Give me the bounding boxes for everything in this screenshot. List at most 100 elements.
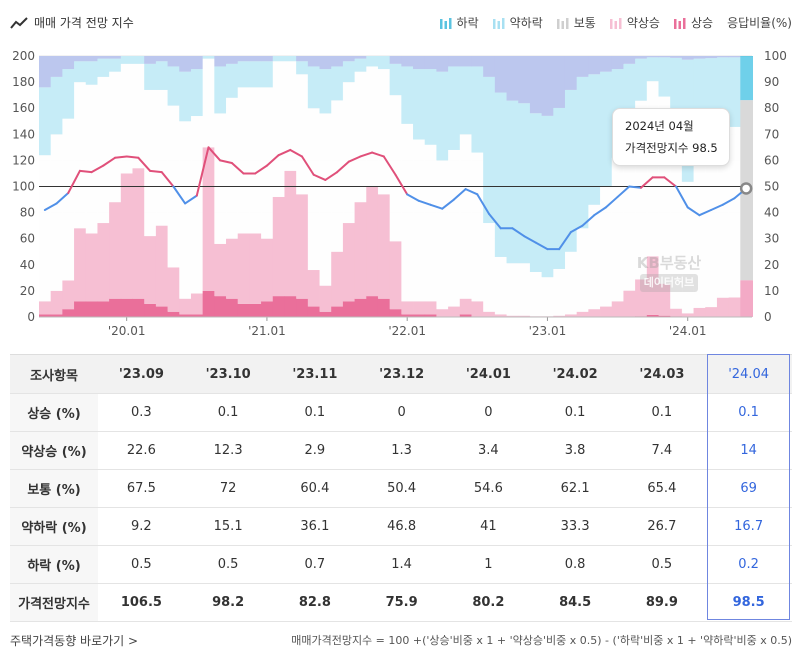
x-tick-label: '22.01 — [388, 324, 426, 338]
bar-weak_rise — [167, 267, 180, 312]
bar-fall — [541, 56, 554, 116]
housing-trend-link[interactable]: 주택가격동향 바로가기 > — [10, 634, 139, 648]
line-chart-icon — [10, 16, 28, 29]
bar-rise — [144, 303, 157, 317]
bar-weak_fall — [39, 87, 52, 156]
table-row: 하락 (%) 0.5 0.5 0.7 1.4 1 0.8 0.5 0.2 — [10, 545, 792, 584]
bar-weak_rise — [85, 233, 98, 302]
table-cell: 7.4 — [618, 431, 706, 470]
bar-rise — [389, 309, 402, 317]
table-cell: 0.5 — [98, 545, 185, 584]
table-cell: 26.7 — [618, 507, 706, 546]
bar-weak_rise — [307, 270, 320, 307]
bar-rise — [39, 314, 52, 317]
bar-weak_rise — [62, 280, 75, 310]
index-line-segment — [324, 171, 339, 181]
bar-neutral — [553, 268, 566, 316]
bar-weak_fall — [249, 61, 262, 88]
bar-fall — [646, 56, 659, 58]
table-cell: 62.1 — [531, 469, 619, 508]
bar-neutral — [494, 256, 507, 315]
bar-weak_rise — [716, 297, 730, 317]
bar-weak_fall — [389, 63, 402, 96]
x-tick-label: '24.01 — [669, 324, 707, 338]
bar-weak_fall — [202, 56, 215, 59]
y-right-tick-label: 70 — [764, 127, 779, 141]
last-point-marker[interactable] — [739, 182, 753, 195]
y-left-tick-label: 60 — [20, 232, 35, 246]
table-cell: 80.2 — [445, 583, 532, 622]
legend-item-neutral[interactable]: 보통 — [556, 14, 596, 31]
bar-rise — [155, 306, 168, 317]
bar-weak_fall — [646, 57, 659, 82]
table-cell: 1 — [445, 545, 532, 584]
legend-item-fall[interactable]: 하락 — [439, 14, 479, 31]
bar-weak_rise — [261, 238, 274, 302]
bar-weak_fall — [331, 66, 344, 101]
bar-fall — [413, 56, 426, 70]
table-row-index: 가격전망지수 106.5 98.2 82.8 75.9 80.2 84.5 89… — [10, 583, 792, 622]
index-line-segment — [254, 164, 268, 175]
index-line-segment — [78, 169, 93, 174]
index-line-segment — [113, 155, 128, 159]
legend-item-weak-fall[interactable]: 약하락 — [492, 14, 543, 31]
index-line-segment — [686, 206, 701, 217]
bar-weak_fall — [319, 69, 332, 114]
bar-rise — [272, 296, 285, 317]
table-cell: 3.4 — [445, 431, 532, 470]
bar-neutral — [74, 82, 87, 229]
bar-neutral — [471, 152, 484, 302]
legend-item-weak-rise[interactable]: 약상승 — [609, 14, 660, 31]
index-line-segment — [663, 176, 678, 188]
x-tick-label: '20.01 — [108, 324, 146, 338]
y-right-tick-label: 80 — [764, 101, 779, 115]
bar-fall — [681, 56, 694, 60]
table-cell: 0.1 — [184, 393, 272, 432]
index-line-segment — [581, 214, 596, 227]
bar-rise — [424, 314, 437, 317]
bar-neutral — [623, 129, 636, 291]
bar-neutral — [261, 87, 274, 239]
bar-rise — [319, 311, 332, 317]
bar-neutral — [354, 71, 367, 203]
legend-label: 약하락 — [509, 16, 543, 30]
bar-weak_fall — [167, 66, 180, 106]
index-line-segment — [569, 224, 584, 234]
bar-neutral — [179, 121, 192, 299]
y-right-tick-label: 50 — [764, 180, 779, 194]
bar-neutral — [436, 160, 449, 310]
bar-weak_fall — [237, 61, 250, 88]
bar-weak_rise — [623, 290, 636, 317]
bar-weak_fall — [179, 71, 192, 122]
bar-neutral — [132, 63, 145, 169]
table-cell: 0.1 — [271, 393, 359, 432]
bar-neutral — [214, 113, 227, 244]
bar-rise — [342, 301, 355, 317]
table-cell: 60.4 — [271, 469, 359, 508]
table-cell: 0 — [445, 393, 532, 432]
index-line-segment — [639, 176, 654, 189]
bar-fall — [331, 56, 344, 67]
table-cell: 0.7 — [271, 545, 359, 584]
index-line-segment — [359, 151, 374, 158]
response-ratio-label: 응답비율(%) — [727, 16, 792, 30]
bar-neutral — [681, 181, 694, 314]
legend-item-rise[interactable]: 상승 — [673, 14, 713, 31]
bar-neutral — [588, 204, 601, 310]
bar-neutral — [85, 84, 98, 234]
bar-weak_rise — [658, 283, 671, 316]
table-cell: 72 — [184, 469, 272, 508]
index-line-segment — [184, 194, 198, 205]
table-cell: 36.1 — [271, 507, 359, 546]
bar-weak_fall — [424, 69, 437, 145]
bar-neutral — [237, 87, 250, 234]
index-line-segment — [195, 146, 210, 197]
y-right-tick-label: 30 — [764, 232, 779, 246]
index-line-segment — [371, 151, 385, 158]
table-cell: 0.5 — [618, 545, 706, 584]
bar-weak_rise — [144, 236, 157, 304]
index-line-segment — [558, 231, 572, 251]
table-cell: 1.4 — [358, 545, 445, 584]
bar-fall — [564, 56, 578, 90]
kb-watermark: KB부동산 데이터허브 — [632, 254, 706, 292]
